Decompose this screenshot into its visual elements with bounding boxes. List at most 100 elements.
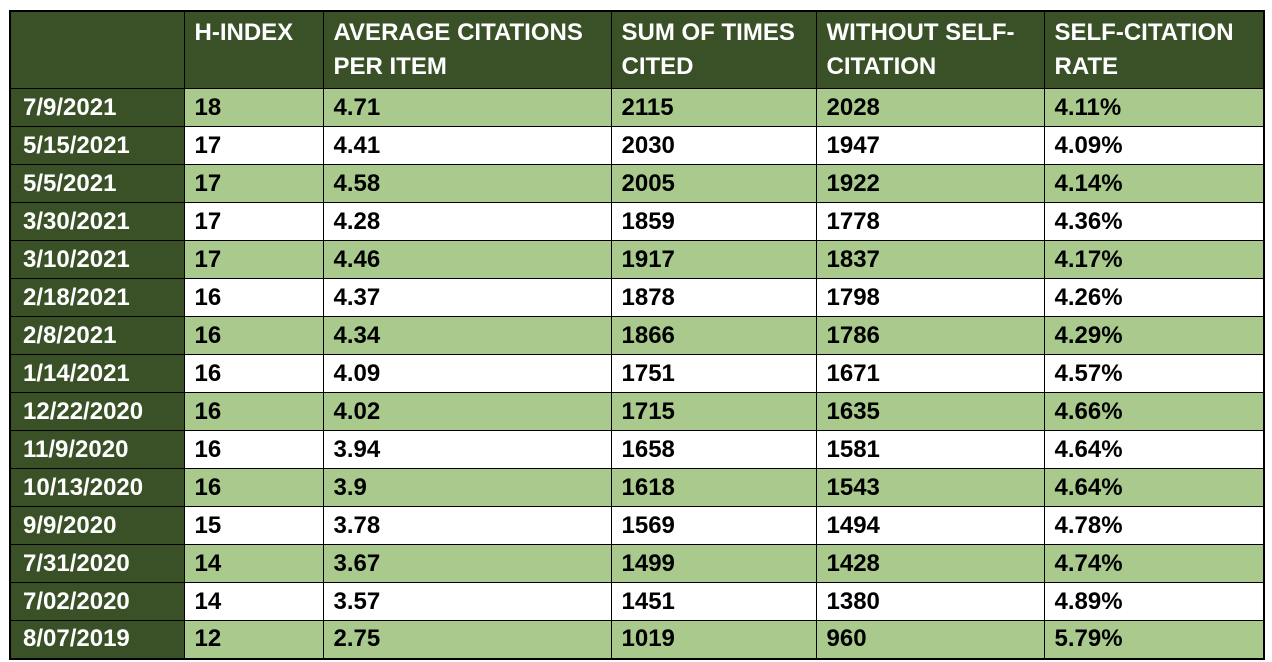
sum-cited-cell: 2030: [610, 126, 817, 165]
self-citation-rate-cell: 4.26%: [1043, 278, 1265, 317]
avg-citations-cell: 3.9: [322, 468, 612, 507]
self-citation-rate-cell: 4.29%: [1043, 316, 1265, 355]
self-citation-rate-cell: 4.78%: [1043, 506, 1265, 545]
self-citation-rate-cell: 4.66%: [1043, 392, 1265, 431]
h-index-cell: 16: [183, 354, 324, 393]
sum-cited-cell: 1451: [610, 582, 817, 621]
table-row: 12/22/2020 16 4.02 1715 1635 4.66%: [9, 392, 1265, 431]
h-index-cell: 14: [183, 544, 324, 583]
h-index-cell: 17: [183, 164, 324, 203]
without-self-citation-cell: 1922: [815, 164, 1045, 203]
avg-citations-cell: 4.41: [322, 126, 612, 165]
without-self-citation-cell: 960: [815, 620, 1045, 659]
table-row: 1/14/2021 16 4.09 1751 1671 4.57%: [9, 354, 1265, 393]
without-self-citation-cell: 1778: [815, 202, 1045, 241]
table-row: 7/9/2021 18 4.71 2115 2028 4.11%: [9, 88, 1265, 127]
sum-cited-cell: 1751: [610, 354, 817, 393]
citation-metrics-table: H-INDEX AVERAGE CITATIONS PER ITEM SUM O…: [9, 10, 1265, 660]
sum-cited-cell: 1917: [610, 240, 817, 279]
table-row: 7/02/2020 14 3.57 1451 1380 4.89%: [9, 582, 1265, 621]
avg-citations-cell: 4.34: [322, 316, 612, 355]
self-citation-rate-cell: 5.79%: [1043, 620, 1265, 659]
date-cell: 8/07/2019: [9, 620, 185, 659]
without-self-citation-cell: 1947: [815, 126, 1045, 165]
sum-cited-cell: 1866: [610, 316, 817, 355]
table-row: 3/30/2021 17 4.28 1859 1778 4.36%: [9, 202, 1265, 241]
sum-cited-cell: 1859: [610, 202, 817, 241]
header-row: H-INDEX AVERAGE CITATIONS PER ITEM SUM O…: [9, 10, 1265, 89]
header-corner-cell: [9, 10, 185, 89]
table-row: 10/13/2020 16 3.9 1618 1543 4.64%: [9, 468, 1265, 507]
h-index-cell: 17: [183, 126, 324, 165]
table-header: H-INDEX AVERAGE CITATIONS PER ITEM SUM O…: [9, 10, 1265, 89]
avg-citations-cell: 2.75: [322, 620, 612, 659]
sum-cited-cell: 1569: [610, 506, 817, 545]
table-row: 9/9/2020 15 3.78 1569 1494 4.78%: [9, 506, 1265, 545]
h-index-cell: 17: [183, 240, 324, 279]
table-row: 5/5/2021 17 4.58 2005 1922 4.14%: [9, 164, 1265, 203]
avg-citations-cell: 3.94: [322, 430, 612, 469]
header-self-citation-rate: SELF-CITATION RATE: [1043, 10, 1265, 89]
table-row: 11/9/2020 16 3.94 1658 1581 4.64%: [9, 430, 1265, 469]
self-citation-rate-cell: 4.89%: [1043, 582, 1265, 621]
date-cell: 10/13/2020: [9, 468, 185, 507]
avg-citations-cell: 3.67: [322, 544, 612, 583]
sum-cited-cell: 2005: [610, 164, 817, 203]
h-index-cell: 16: [183, 316, 324, 355]
without-self-citation-cell: 1671: [815, 354, 1045, 393]
table-body: 7/9/2021 18 4.71 2115 2028 4.11% 5/15/2021 17 4.…: [9, 88, 1265, 659]
h-index-cell: 16: [183, 468, 324, 507]
self-citation-rate-cell: 4.57%: [1043, 354, 1265, 393]
avg-citations-cell: 4.09: [322, 354, 612, 393]
self-citation-rate-cell: 4.17%: [1043, 240, 1265, 279]
date-cell: 1/14/2021: [9, 354, 185, 393]
sum-cited-cell: 1019: [610, 620, 817, 659]
without-self-citation-cell: 2028: [815, 88, 1045, 127]
date-cell: 11/9/2020: [9, 430, 185, 469]
table-row: 2/18/2021 16 4.37 1878 1798 4.26%: [9, 278, 1265, 317]
without-self-citation-cell: 1635: [815, 392, 1045, 431]
avg-citations-cell: 4.28: [322, 202, 612, 241]
table-row: 5/15/2021 17 4.41 2030 1947 4.09%: [9, 126, 1265, 165]
self-citation-rate-cell: 4.36%: [1043, 202, 1265, 241]
self-citation-rate-cell: 4.64%: [1043, 430, 1265, 469]
without-self-citation-cell: 1494: [815, 506, 1045, 545]
date-cell: 5/15/2021: [9, 126, 185, 165]
sum-cited-cell: 1499: [610, 544, 817, 583]
table-row: 7/31/2020 14 3.67 1499 1428 4.74%: [9, 544, 1265, 583]
avg-citations-cell: 4.71: [322, 88, 612, 127]
self-citation-rate-cell: 4.14%: [1043, 164, 1265, 203]
header-h-index: H-INDEX: [183, 10, 324, 89]
avg-citations-cell: 4.37: [322, 278, 612, 317]
without-self-citation-cell: 1798: [815, 278, 1045, 317]
self-citation-rate-cell: 4.74%: [1043, 544, 1265, 583]
date-cell: 12/22/2020: [9, 392, 185, 431]
sum-cited-cell: 2115: [610, 88, 817, 127]
sum-cited-cell: 1715: [610, 392, 817, 431]
without-self-citation-cell: 1380: [815, 582, 1045, 621]
date-cell: 3/30/2021: [9, 202, 185, 241]
avg-citations-cell: 4.58: [322, 164, 612, 203]
self-citation-rate-cell: 4.64%: [1043, 468, 1265, 507]
self-citation-rate-cell: 4.11%: [1043, 88, 1265, 127]
header-average-citations: AVERAGE CITATIONS PER ITEM: [322, 10, 612, 89]
h-index-cell: 18: [183, 88, 324, 127]
date-cell: 3/10/2021: [9, 240, 185, 279]
sum-cited-cell: 1618: [610, 468, 817, 507]
h-index-cell: 17: [183, 202, 324, 241]
without-self-citation-cell: 1543: [815, 468, 1045, 507]
h-index-cell: 16: [183, 430, 324, 469]
date-cell: 2/8/2021: [9, 316, 185, 355]
header-sum-times-cited: SUM OF TIMES CITED: [610, 10, 817, 89]
h-index-cell: 15: [183, 506, 324, 545]
table-row: 3/10/2021 17 4.46 1917 1837 4.17%: [9, 240, 1265, 279]
header-without-self-citation: WITHOUT SELF-CITATION: [815, 10, 1045, 89]
sum-cited-cell: 1878: [610, 278, 817, 317]
date-cell: 7/31/2020: [9, 544, 185, 583]
date-cell: 7/9/2021: [9, 88, 185, 127]
avg-citations-cell: 3.57: [322, 582, 612, 621]
without-self-citation-cell: 1428: [815, 544, 1045, 583]
h-index-cell: 14: [183, 582, 324, 621]
table-row: 8/07/2019 12 2.75 1019 960 5.79%: [9, 620, 1265, 659]
without-self-citation-cell: 1786: [815, 316, 1045, 355]
